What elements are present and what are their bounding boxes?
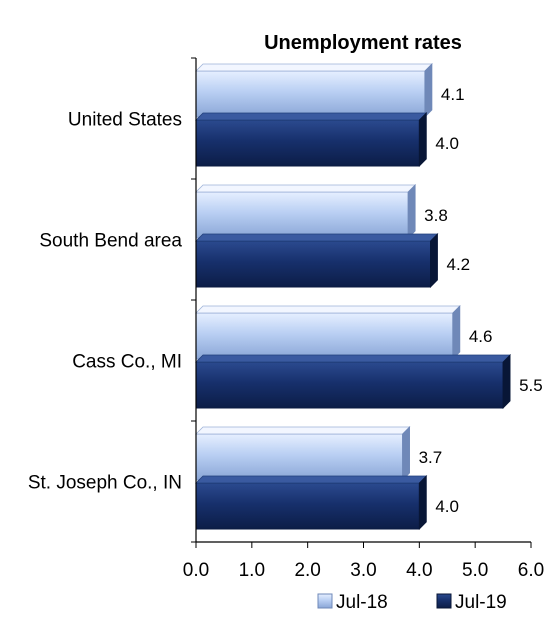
legend-item: Jul-18 xyxy=(317,592,388,613)
x-tick-label: 2.0 xyxy=(294,560,320,581)
x-tick-label: 4.0 xyxy=(406,560,432,581)
x-tick-label: 0.0 xyxy=(183,560,209,581)
category-label: St. Joseph Co., IN xyxy=(28,473,182,494)
bar-jul-18 xyxy=(195,426,411,481)
x-tick-label: 6.0 xyxy=(518,560,544,581)
data-label: 4.2 xyxy=(447,255,471,274)
data-label: 3.7 xyxy=(419,448,443,467)
legend-swatch xyxy=(317,593,333,609)
value-labels: 4.1 4.0 3.8 4.2 4.6 5.5 3.7 4.0 xyxy=(419,85,543,516)
data-label: 4.0 xyxy=(435,134,459,153)
category-label: United States xyxy=(68,110,182,131)
chart-title: Unemployment rates xyxy=(264,32,462,54)
bar-jul-19 xyxy=(195,112,428,167)
category-label: Cass Co., MI xyxy=(72,352,182,373)
legend-item: Jul-19 xyxy=(436,592,507,613)
data-label: 5.5 xyxy=(519,376,543,395)
legend-label: Jul-19 xyxy=(455,592,507,613)
category-labels: United States South Bend area Cass Co., MI… xyxy=(28,110,183,494)
x-tick-label: 1.0 xyxy=(239,560,265,581)
data-label: 3.8 xyxy=(424,206,448,225)
x-tick-label: 5.0 xyxy=(462,560,488,581)
x-tick-label: 3.0 xyxy=(350,560,376,581)
bar-jul-19 xyxy=(195,233,439,288)
bar-jul-18 xyxy=(195,184,417,239)
x-axis: 0.0 1.0 2.0 3.0 4.0 5.0 6.0 xyxy=(183,57,544,581)
bar-jul-19 xyxy=(195,354,512,409)
legend-swatch xyxy=(436,593,452,609)
category-label: South Bend area xyxy=(39,231,182,252)
data-label: 4.1 xyxy=(441,85,465,104)
bar-jul-18 xyxy=(195,305,461,360)
data-label: 4.0 xyxy=(435,497,459,516)
bar-jul-18 xyxy=(195,63,433,118)
bar-jul-19 xyxy=(195,475,428,530)
bars xyxy=(195,63,512,530)
legend-label: Jul-18 xyxy=(336,592,388,613)
legend: Jul-18 Jul-19 xyxy=(317,592,507,613)
data-label: 4.6 xyxy=(469,327,493,346)
